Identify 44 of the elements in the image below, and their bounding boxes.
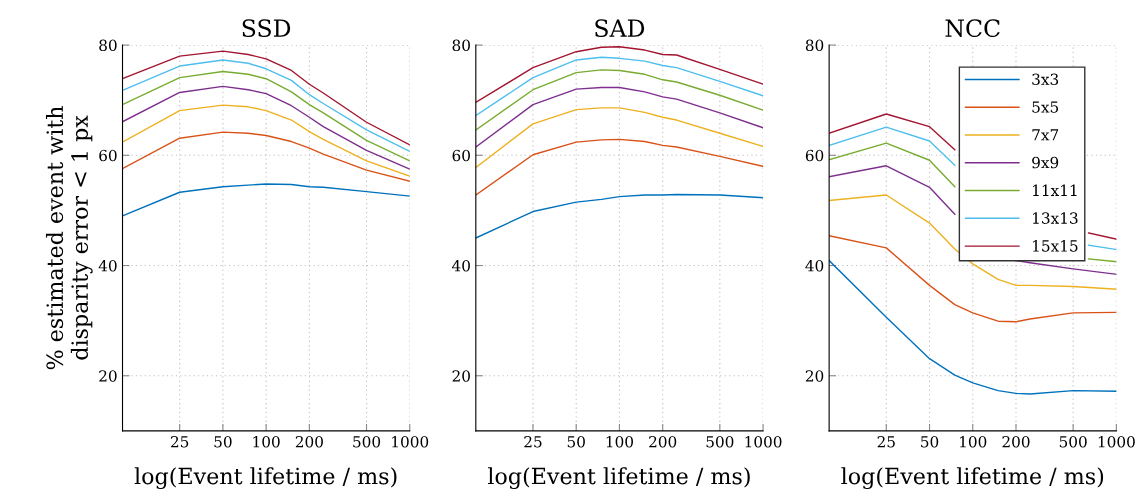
x-tick-label: 1000 xyxy=(392,435,429,448)
x-tick-label: 25 xyxy=(524,435,542,448)
legend-label: 9x9 xyxy=(1032,156,1059,169)
y-tick-label: 80 xyxy=(452,39,470,52)
x-tick-label: 50 xyxy=(214,435,232,448)
y-tick-label: 20 xyxy=(452,370,470,382)
y-tick-label: 40 xyxy=(451,260,470,272)
x-tick-label: 50 xyxy=(567,435,585,448)
y-tick-label: 60 xyxy=(452,149,470,162)
y-tick-label: 20 xyxy=(805,370,824,382)
x-axis-title: log(Event lifetime / ms) xyxy=(841,467,1104,489)
x-tick-label: 500 xyxy=(706,435,734,448)
chart-title: SAD xyxy=(595,19,645,38)
y-tick-label: 80 xyxy=(805,39,824,52)
x-tick-label: 25 xyxy=(170,435,189,448)
x-tick-label: 1000 xyxy=(1098,435,1135,448)
x-tick-label: 500 xyxy=(1059,435,1087,448)
x-axis-title: log(Event lifetime / ms) xyxy=(134,467,397,489)
y-tick-label: 60 xyxy=(99,149,117,162)
y-tick-label: 20 xyxy=(99,370,117,382)
x-tick-label: 100 xyxy=(253,435,280,448)
x-tick-label: 100 xyxy=(960,435,987,448)
y-tick-label: 80 xyxy=(99,39,117,52)
legend-label: 5x5 xyxy=(1032,101,1059,113)
legend-label: 7x7 xyxy=(1032,129,1059,141)
chart-title: NCC xyxy=(945,19,1000,38)
x-tick-label: 500 xyxy=(353,435,381,448)
y-tick-label: 40 xyxy=(805,260,824,272)
x-tick-label: 25 xyxy=(877,435,895,448)
x-tick-label: 200 xyxy=(1002,435,1030,448)
x-tick-label: 1000 xyxy=(745,435,782,448)
x-tick-label: 200 xyxy=(295,435,323,448)
x-tick-label: 200 xyxy=(649,435,677,448)
x-tick-label: 50 xyxy=(921,435,939,448)
legend-label: 13x13 xyxy=(1033,212,1078,224)
legend-label: 15x15 xyxy=(1033,240,1078,252)
y-axis-title: % estimated event with disparity error < 1 px xyxy=(45,106,93,370)
y-tick-label: 40 xyxy=(98,260,117,272)
legend-label: 3x3 xyxy=(1032,73,1059,86)
x-axis-title: log(Event lifetime / ms) xyxy=(487,467,750,489)
x-tick-label: 100 xyxy=(606,435,634,448)
y-tick-label: 60 xyxy=(805,149,824,162)
legend-label: 11x11 xyxy=(1033,184,1077,196)
chart-title: SSD xyxy=(242,19,291,38)
